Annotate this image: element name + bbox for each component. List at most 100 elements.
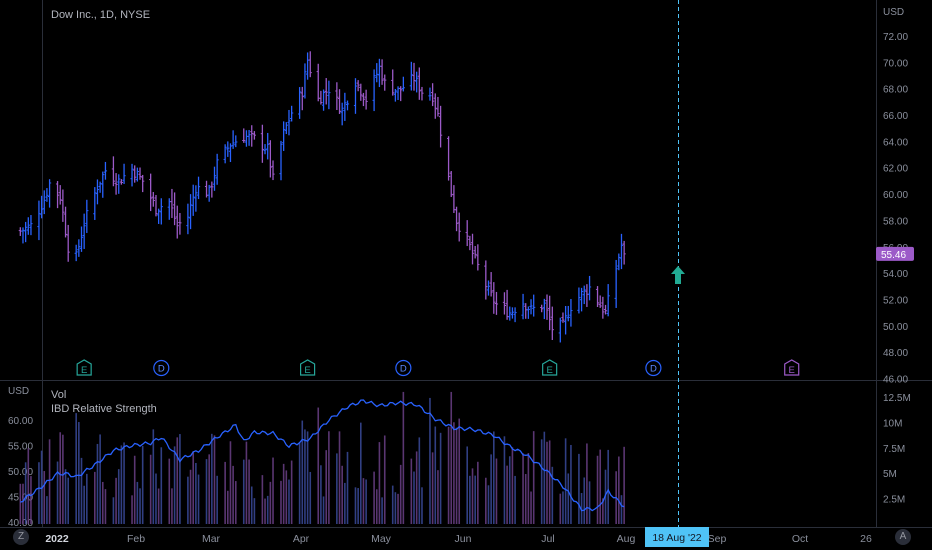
ohlc-bar	[242, 128, 246, 143]
ohlc-bar	[74, 244, 78, 262]
ohlc-bar	[138, 167, 142, 180]
ohlc-bar	[191, 184, 195, 216]
earnings-marker-icon[interactable]: E	[784, 359, 800, 376]
ohlc-bar	[79, 226, 84, 252]
ohlc-bar	[42, 190, 46, 215]
ohlc-bar	[492, 282, 496, 314]
ohlc-bar	[622, 240, 626, 265]
ohlc-bar	[439, 105, 443, 148]
earnings-marker-icon[interactable]: E	[76, 359, 92, 376]
ohlc-bar	[45, 188, 49, 202]
volume-bar	[67, 477, 69, 524]
ohlc-bar	[82, 213, 86, 249]
volume-bar	[96, 443, 99, 524]
volume-bar	[485, 477, 487, 524]
ohlc-bar	[141, 174, 145, 193]
ohlc-bar	[380, 59, 384, 85]
volume-bar	[620, 495, 623, 524]
volume-bar	[564, 438, 567, 524]
volume-bar	[508, 456, 511, 524]
volume-bar	[418, 437, 421, 524]
volume-bar	[397, 493, 399, 524]
volume-bar	[304, 429, 306, 524]
volume-bar	[325, 450, 328, 524]
volume-bar	[413, 471, 415, 524]
ohlc-bar	[361, 92, 366, 107]
volume-bar	[341, 465, 343, 524]
earnings-marker-icon[interactable]: E	[300, 359, 316, 376]
volume-bar	[309, 471, 312, 524]
volume-tick-label: 10M	[883, 418, 902, 429]
auto-scale-button[interactable]: A	[895, 529, 911, 545]
time-axis[interactable]: 2022 Feb Mar Apr May Jun Jul Aug Sep Oct 26	[45, 533, 872, 545]
ohlc-bar	[540, 304, 544, 313]
volume-bar	[599, 449, 601, 524]
buy-signal-arrow-icon[interactable]	[671, 266, 685, 284]
volume-bar	[453, 422, 455, 524]
ohlc-bar	[415, 71, 419, 93]
volume-axis[interactable]: 12.5M 10M 7.5M 5M 2.5M	[883, 393, 911, 506]
ohlc-bar	[508, 306, 512, 321]
ohlc-bar	[457, 212, 461, 242]
volume-bar	[120, 445, 123, 524]
volume-bar	[272, 457, 274, 524]
ohlc-bar	[247, 129, 251, 146]
ohlc-bar	[77, 239, 81, 257]
ohlc-bar	[66, 224, 70, 262]
ohlc-bar	[226, 141, 230, 157]
volume-bar	[30, 476, 32, 524]
volume-bar	[391, 485, 394, 524]
ohlc-bar	[529, 299, 533, 315]
ohlc-bar	[101, 171, 105, 198]
volume-bar	[208, 454, 210, 524]
ohlc-bar	[260, 124, 264, 163]
price-tick-label: 48.00	[883, 348, 908, 359]
earnings-marker-icon[interactable]: E	[542, 359, 558, 376]
relative-strength-line	[20, 399, 625, 512]
ohlc-bar	[321, 89, 326, 111]
legend-relative-strength[interactable]: IBD Relative Strength	[51, 403, 157, 415]
ohlc-bar	[300, 86, 304, 111]
price-series	[18, 51, 626, 343]
volume-tick-label: 5M	[883, 469, 897, 480]
volume-bar	[543, 431, 546, 524]
volume-bar	[59, 432, 62, 524]
ohlc-bar	[271, 160, 275, 181]
zoom-reset-button[interactable]: Z	[13, 529, 29, 545]
volume-bar	[559, 493, 562, 524]
volume-bar	[56, 461, 59, 524]
volume-bar	[189, 469, 192, 524]
ohlc-bar	[234, 135, 238, 148]
ohlc-bar	[420, 86, 424, 101]
dividend-marker-icon[interactable]: D	[645, 359, 662, 377]
ohlc-bar	[149, 173, 153, 212]
ohlc-bar	[337, 89, 342, 114]
ohlc-bar	[55, 181, 60, 209]
ohlc-bar	[399, 86, 403, 102]
ohlc-bar	[154, 194, 158, 217]
ohlc-bar	[431, 83, 435, 107]
dividend-marker-icon[interactable]: D	[395, 359, 412, 377]
ohlc-bar	[170, 188, 174, 218]
ohlc-bar	[47, 179, 52, 208]
volume-bar	[487, 485, 490, 524]
volume-bar	[514, 475, 516, 524]
price-tick-label: 70.00	[883, 58, 908, 69]
ohlc-bar	[561, 312, 565, 323]
chart-title[interactable]: Dow Inc., 1D, NYSE	[51, 9, 150, 21]
volume-bar	[360, 422, 362, 524]
time-label: 26	[860, 533, 872, 545]
ohlc-bar	[345, 100, 350, 111]
ohlc-bar	[383, 74, 387, 91]
dividend-marker-icon[interactable]: D	[153, 359, 170, 377]
ohlc-bar	[569, 299, 573, 327]
legend-volume[interactable]: Vol	[51, 389, 66, 401]
ohlc-bar	[133, 165, 137, 183]
price-axis[interactable]: 72.00 70.00 68.00 66.00 64.00 62.00 60.00 58.00…	[883, 32, 908, 386]
ohlc-bar	[353, 78, 358, 114]
ohlc-bar	[122, 163, 126, 184]
volume-bar	[229, 441, 232, 524]
ohlc-bar	[324, 78, 328, 105]
